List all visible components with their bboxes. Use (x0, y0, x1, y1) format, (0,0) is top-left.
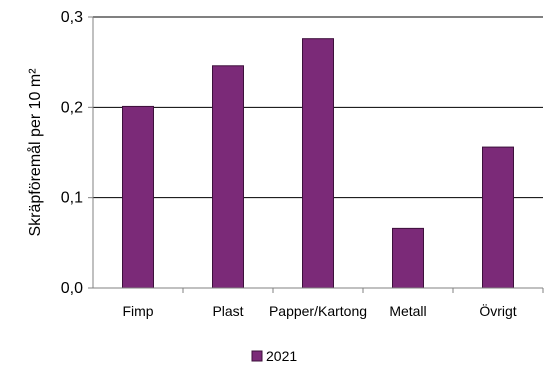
axes (92, 17, 544, 293)
y-tick-label: 0,3 (61, 9, 83, 26)
bar--vrigt (482, 146, 514, 289)
legend: 2021 (251, 348, 297, 364)
x-category-labels: Fimp Plast Papper/Kartong Metall Övrigt (122, 302, 516, 319)
legend-label-2021: 2021 (266, 348, 297, 364)
x-category-label: Metall (389, 303, 426, 319)
y-tick-label: 0,2 (61, 99, 83, 116)
bar-papper-kartong (302, 38, 334, 289)
y-tick-labels: 0,0 0,1 0,2 0,3 (61, 9, 83, 297)
y-tick-label: 0,0 (61, 280, 83, 297)
x-category-label: Plast (212, 303, 243, 319)
x-category-label: Fimp (122, 303, 153, 319)
bars (122, 38, 514, 289)
y-axis-title: Skräpföremål per 10 m² (26, 68, 44, 237)
y-tick-label: 0,1 (61, 190, 83, 207)
bar-metall (392, 227, 424, 289)
x-category-label: Papper/Kartong (269, 303, 367, 319)
bar-fimp (122, 105, 154, 289)
legend-swatch-2021 (251, 350, 263, 362)
x-category-label: Övrigt (479, 302, 516, 319)
bar-plast (212, 65, 244, 289)
